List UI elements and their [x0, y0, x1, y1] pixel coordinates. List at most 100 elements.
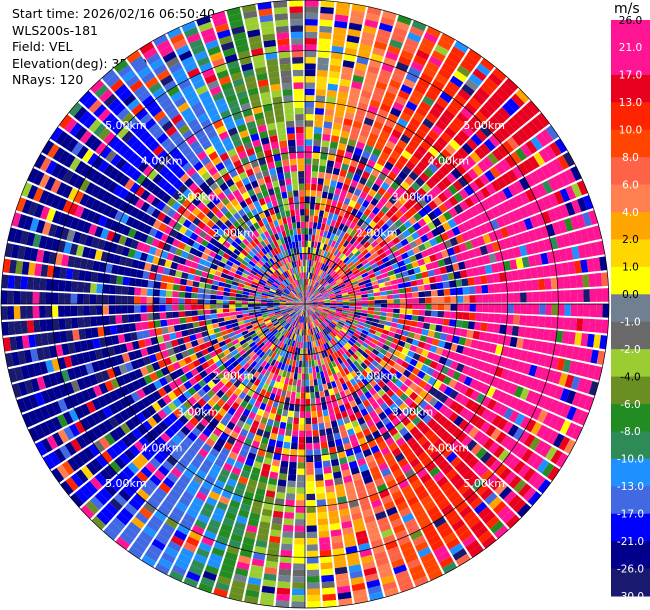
velocity-gate — [488, 72, 503, 87]
velocity-gate — [94, 349, 104, 360]
velocity-gate — [192, 474, 204, 485]
velocity-gate — [299, 300, 305, 304]
velocity-gate — [308, 293, 312, 299]
velocity-gate — [130, 207, 140, 218]
velocity-gate — [404, 378, 413, 387]
velocity-gate — [40, 333, 49, 346]
velocity-gate — [305, 299, 310, 304]
velocity-gate — [506, 370, 516, 382]
velocity-gate — [57, 240, 66, 253]
velocity-gate — [522, 363, 532, 375]
velocity-gate — [448, 156, 460, 168]
velocity-gate — [436, 181, 447, 192]
velocity-gate — [291, 385, 297, 393]
velocity-gate — [444, 358, 453, 368]
velocity-gate — [67, 255, 76, 268]
velocity-gate — [238, 475, 249, 485]
velocity-gate — [248, 330, 256, 336]
velocity-gate — [246, 348, 254, 355]
velocity-gate — [122, 484, 136, 497]
velocity-gate — [295, 328, 299, 335]
velocity-gate — [180, 235, 190, 244]
velocity-gate — [220, 356, 229, 364]
velocity-gate — [353, 425, 362, 434]
velocity-gate — [287, 296, 294, 300]
velocity-gate — [330, 346, 336, 354]
velocity-gate — [447, 326, 456, 335]
velocity-gate — [69, 394, 80, 407]
velocity-gate — [341, 66, 354, 75]
velocity-gate — [391, 558, 405, 569]
velocity-gate — [82, 221, 92, 234]
velocity-gate — [356, 389, 364, 397]
velocity-gate — [332, 426, 340, 434]
velocity-gate — [449, 439, 461, 451]
velocity-gate — [475, 129, 488, 142]
velocity-gate — [553, 174, 565, 189]
velocity-gate — [39, 421, 52, 437]
velocity-gate — [191, 298, 198, 304]
velocity-gate — [235, 311, 243, 315]
velocity-gate — [480, 383, 491, 395]
velocity-gate — [376, 210, 385, 219]
velocity-gate — [413, 212, 423, 222]
velocity-gate — [563, 439, 576, 455]
velocity-gate — [388, 442, 399, 452]
velocity-gate — [130, 403, 141, 415]
velocity-gate — [244, 322, 252, 327]
velocity-gate — [363, 475, 374, 485]
velocity-gate — [417, 370, 426, 379]
velocity-gate — [400, 238, 409, 247]
velocity-gate — [298, 315, 302, 323]
velocity-gate — [376, 397, 385, 406]
velocity-gate — [451, 427, 463, 439]
velocity-gate — [273, 300, 280, 303]
velocity-gate — [314, 327, 318, 334]
velocity-gate — [318, 524, 329, 532]
velocity-gate — [239, 263, 247, 270]
velocity-gate — [406, 123, 418, 134]
velocity-gate — [424, 290, 432, 297]
velocity-gate — [322, 311, 329, 316]
velocity-gate — [359, 256, 367, 263]
velocity-gate — [328, 278, 335, 284]
velocity-gate — [380, 333, 388, 340]
velocity-gate — [282, 383, 288, 391]
velocity-gate — [385, 351, 393, 359]
velocity-gate — [507, 424, 519, 437]
velocity-gate — [399, 309, 407, 314]
velocity-gate — [475, 312, 483, 322]
velocity-gate — [318, 422, 325, 430]
velocity-gate — [192, 321, 200, 328]
velocity-gate — [315, 95, 326, 103]
velocity-gate — [357, 135, 368, 144]
velocity-gate — [287, 365, 292, 373]
velocity-gate — [301, 304, 305, 310]
velocity-gate — [321, 351, 326, 359]
velocity-gate — [322, 460, 331, 468]
velocity-gate — [208, 469, 219, 479]
velocity-gate — [109, 242, 118, 254]
velocity-gate — [457, 223, 467, 234]
velocity-gate — [536, 328, 545, 340]
velocity-gate — [426, 367, 435, 376]
velocity-gate — [316, 404, 322, 411]
velocity-gate — [437, 442, 449, 454]
velocity-gate — [465, 155, 477, 168]
velocity-gate — [373, 292, 381, 297]
velocity-gate — [393, 228, 402, 237]
velocity-gate — [444, 57, 459, 70]
velocity-gate — [462, 452, 475, 464]
velocity-gate — [463, 376, 473, 387]
velocity-gate — [543, 397, 554, 411]
velocity-gate — [393, 67, 407, 78]
velocity-gate — [332, 213, 339, 221]
velocity-gate — [329, 516, 340, 525]
velocity-gate — [398, 318, 406, 325]
velocity-gate — [460, 159, 472, 172]
velocity-gate — [244, 595, 259, 605]
velocity-gate — [92, 156, 105, 170]
velocity-gate — [559, 188, 571, 203]
velocity-gate — [367, 65, 380, 75]
velocity-gate — [338, 223, 345, 231]
